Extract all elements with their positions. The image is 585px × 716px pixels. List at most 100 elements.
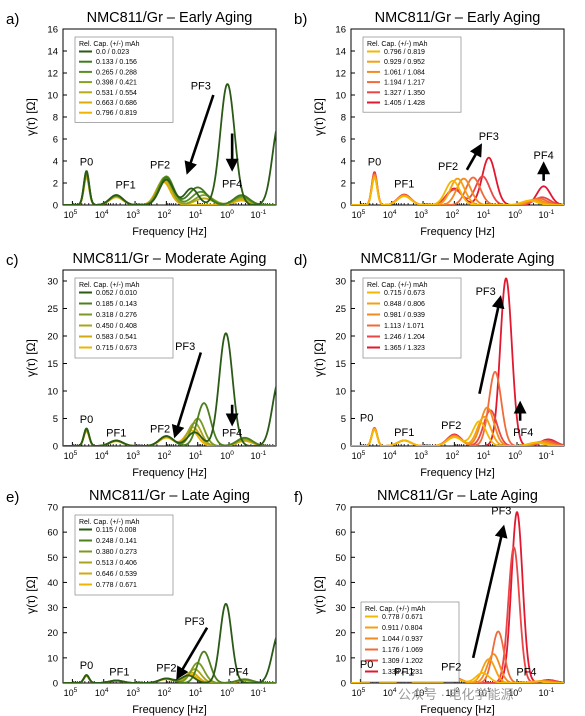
legend-entry: 0.265 / 0.288: [96, 69, 137, 76]
y-tick-label: 0: [53, 201, 58, 212]
peak-label-pf4: PF4: [516, 666, 536, 678]
y-tick-label: 50: [335, 553, 346, 564]
legend-entry: 0.646 / 0.539: [96, 571, 137, 578]
x-tick-label: 104: [95, 450, 109, 461]
legend-entry: 0.248 / 0.141: [96, 538, 137, 545]
y-tick-label: 30: [47, 603, 58, 614]
y-tick-label: 0: [53, 442, 58, 453]
y-tick-label: 25: [335, 304, 346, 315]
y-tick-label: 0: [341, 679, 346, 690]
peak-label-pf4: PF4: [228, 666, 248, 678]
legend-entry: 0.848 / 0.806: [384, 301, 425, 308]
peak-label-pf3: PF3: [479, 131, 499, 143]
chart-panel-4: d) NMC811/Gr – Moderate Aging 0 5 10 15 20 25 30…: [294, 251, 565, 479]
legend-entry: 1.044 / 0.937: [382, 636, 423, 643]
legend-title: Rel. Cap. (+/-) mAh: [79, 282, 140, 289]
x-tick-label: 101: [189, 687, 203, 698]
x-tick-label: 100: [508, 209, 522, 220]
legend-entry: 0.911 / 0.804: [382, 625, 422, 632]
peak-label-p0: P0: [368, 156, 381, 168]
peak-label-pf2: PF2: [441, 661, 461, 673]
y-tick-label: 20: [47, 628, 58, 639]
peak-label-pf4: PF4: [513, 427, 533, 439]
y-tick-label: 10: [335, 653, 346, 664]
y-tick-label: 40: [47, 578, 58, 589]
x-tick-label: 103: [126, 687, 140, 698]
x-tick-label: 104: [95, 209, 109, 220]
legend-entry: 0.052 / 0.010: [96, 290, 137, 297]
legend-entry: 0.715 / 0.673: [96, 345, 137, 352]
x-tick-label: 10-1: [250, 687, 266, 698]
y-tick-label: 14: [47, 47, 58, 58]
x-tick-label: 102: [446, 209, 460, 220]
peak-label-pf3: PF3: [175, 341, 195, 353]
legend-entry: 0.115 / 0.008: [96, 527, 136, 534]
legend-box: [74, 277, 174, 359]
legend-box: [362, 277, 462, 359]
peak-label-pf1: PF1: [394, 178, 414, 190]
x-tick-label: 102: [446, 450, 460, 461]
y-tick-label: 20: [335, 332, 346, 343]
peak-label-pf4: PF4: [222, 178, 242, 190]
legend-entry: 0.513 / 0.406: [96, 560, 137, 567]
legend-entry: 0.0 / 0.023: [96, 49, 129, 56]
y-axis-label: γ(τ) [Ω]: [312, 339, 326, 377]
y-tick-label: 20: [47, 332, 58, 343]
series-group: [63, 602, 276, 683]
series-line: [63, 332, 276, 446]
peak-label-pf3: PF3: [476, 286, 496, 298]
y-tick-label: 6: [341, 135, 346, 146]
legend-entry: 1.194 / 1.217: [384, 80, 425, 87]
y-tick-label: 30: [335, 603, 346, 614]
y-tick-label: 8: [341, 113, 346, 124]
x-tick-label: 103: [414, 209, 428, 220]
annotation-arrow: [471, 524, 508, 659]
y-tick-label: 60: [47, 528, 58, 539]
series-line: [63, 602, 276, 683]
y-tick-label: 50: [47, 553, 58, 564]
series-line: [351, 420, 564, 446]
x-tick-label: 102: [446, 687, 460, 698]
x-tick-label: 102: [158, 209, 172, 220]
x-tick-label: 101: [477, 209, 491, 220]
y-tick-label: 70: [335, 503, 346, 514]
x-tick-label: 100: [220, 209, 234, 220]
x-axis-label: Frequency [Hz]: [132, 704, 207, 716]
peak-label-pf2: PF2: [150, 160, 170, 172]
x-tick-label: 101: [189, 209, 203, 220]
peak-label-pf1: PF1: [106, 428, 126, 440]
legend-entry: 0.796 / 0.819: [384, 49, 425, 56]
x-tick-label: 103: [126, 209, 140, 220]
peak-label-p0: P0: [80, 414, 93, 426]
chart-panel-3: c) NMC811/Gr – Moderate Aging 0 5 10 15 20 25 30…: [6, 251, 277, 479]
peak-label-p0: P0: [360, 659, 373, 671]
y-tick-label: 10: [47, 91, 58, 102]
legend-box: [362, 36, 462, 113]
legend-entry: 1.405 / 1.428: [384, 100, 425, 107]
x-tick-label: 105: [64, 209, 78, 220]
chart-title: NMC811/Gr – Moderate Aging: [73, 251, 267, 267]
chart-panel-6: f) NMC811/Gr – Late Aging 0 10 20 30 40 50 60 70 1…: [294, 488, 565, 716]
x-tick-label: 102: [158, 687, 172, 698]
y-tick-label: 10: [335, 91, 346, 102]
y-tick-label: 20: [335, 628, 346, 639]
annotation-arrow: [465, 143, 482, 171]
legend-entry: 0.778 / 0.671: [382, 614, 423, 621]
y-axis-label: γ(τ) [Ω]: [312, 576, 326, 614]
legend-entry: 0.318 / 0.276: [96, 312, 137, 319]
series-group: [63, 83, 276, 205]
peak-label-pf1: PF1: [394, 427, 414, 439]
peak-label-p0: P0: [360, 412, 373, 424]
peak-label-pf4: PF4: [534, 150, 554, 162]
x-tick-label: 10-1: [250, 209, 266, 220]
y-tick-label: 12: [335, 69, 346, 80]
y-axis-label: γ(τ) [Ω]: [24, 576, 38, 614]
y-tick-label: 40: [335, 578, 346, 589]
y-tick-label: 70: [47, 503, 58, 514]
x-tick-label: 100: [508, 450, 522, 461]
y-axis-label: γ(τ) [Ω]: [24, 339, 38, 377]
